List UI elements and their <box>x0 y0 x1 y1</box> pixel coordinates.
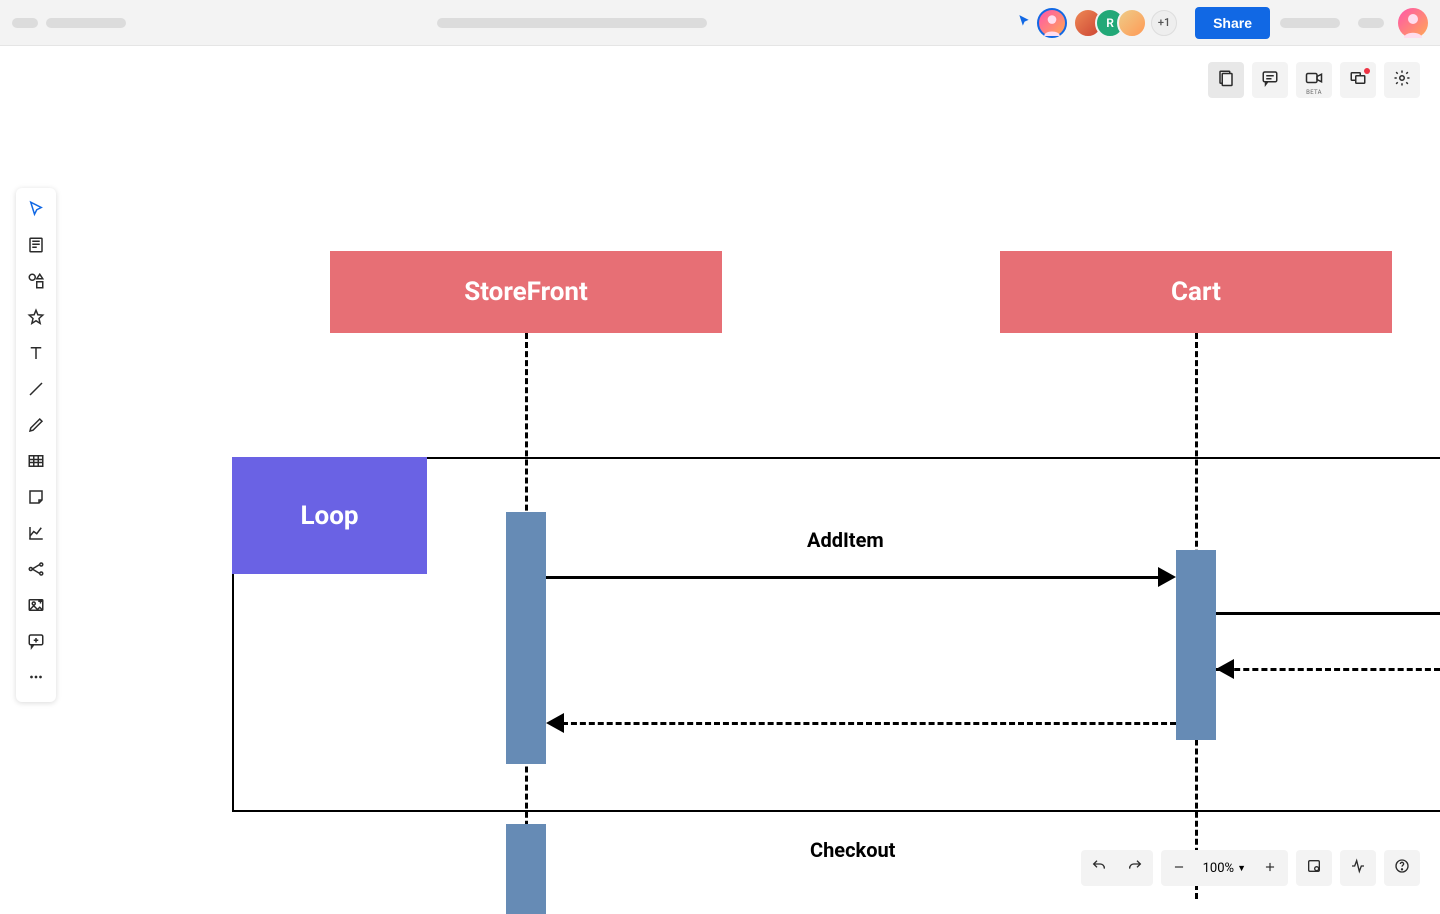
help-button[interactable] <box>1384 850 1420 886</box>
zoom-in-button[interactable] <box>1252 850 1288 886</box>
return-line[interactable] <box>562 722 1176 725</box>
placeholder <box>1280 18 1340 28</box>
redo-icon <box>1127 858 1143 878</box>
collaborator-avatars[interactable]: R +1 <box>1081 8 1177 38</box>
placeholder <box>46 18 126 28</box>
arrow-left-icon <box>546 713 564 733</box>
minus-icon <box>1172 859 1186 878</box>
bottom-controls: 100%▼ <box>1081 850 1420 886</box>
undo-icon <box>1091 858 1107 878</box>
avatar-initial: R <box>1106 16 1114 30</box>
activity-icon <box>1350 858 1366 878</box>
message-line[interactable] <box>546 576 1160 579</box>
activation-bar[interactable] <box>506 512 546 764</box>
zoom-out-button[interactable] <box>1161 850 1197 886</box>
activity-button[interactable] <box>1340 850 1376 886</box>
header-bar: R +1 Share <box>0 0 1440 46</box>
user-avatar[interactable] <box>1398 8 1428 38</box>
return-line[interactable] <box>1216 668 1440 671</box>
plus-icon <box>1263 859 1277 878</box>
lifeline-head[interactable]: Cart <box>1000 251 1392 333</box>
loop-label[interactable]: Loop <box>232 457 427 574</box>
layers-icon <box>1306 858 1322 878</box>
message-label[interactable]: AddItem <box>807 528 884 552</box>
help-icon <box>1394 858 1410 878</box>
zoom-level[interactable]: 100%▼ <box>1197 861 1252 876</box>
activation-bar[interactable] <box>506 824 546 914</box>
redo-button[interactable] <box>1117 850 1153 886</box>
message-label[interactable]: Checkout <box>810 838 895 862</box>
placeholder <box>1358 18 1384 28</box>
activation-bar[interactable] <box>1176 550 1216 740</box>
avatar[interactable] <box>1037 8 1067 38</box>
lifeline-head[interactable]: StoreFront <box>330 251 722 333</box>
doc-title-placeholder[interactable] <box>437 18 707 28</box>
undo-button[interactable] <box>1081 850 1117 886</box>
avatar-overflow[interactable]: +1 <box>1151 10 1177 36</box>
history-controls <box>1081 850 1153 886</box>
canvas[interactable]: StoreFront Cart Loop AddItem Checkout <box>0 46 1440 900</box>
avatar[interactable] <box>1117 8 1147 38</box>
arrow-right-icon <box>1158 567 1176 587</box>
share-button[interactable]: Share <box>1195 7 1270 39</box>
zoom-controls: 100%▼ <box>1161 850 1288 886</box>
message-line[interactable] <box>1216 612 1440 615</box>
live-cursor-icon <box>1017 13 1031 32</box>
placeholder <box>12 18 38 28</box>
arrow-left-icon <box>1216 659 1234 679</box>
layers-button[interactable] <box>1296 850 1332 886</box>
chevron-down-icon: ▼ <box>1237 863 1246 874</box>
